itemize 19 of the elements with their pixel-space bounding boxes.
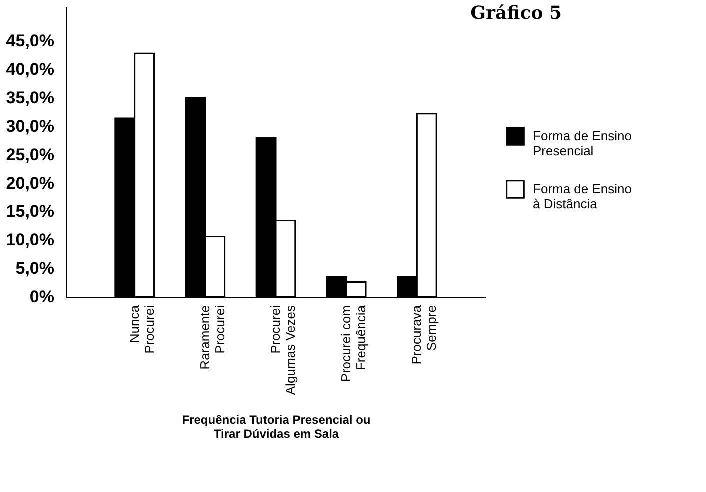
- x-axis-title: Frequência Tutoria Presencial ou Tirar Dúvidas em Sala: [182, 413, 371, 442]
- y-tick-label: 45,0%: [6, 32, 54, 51]
- chart-title: Gráfico 5: [470, 3, 562, 24]
- x-tick-label: Procurava Sempre: [409, 304, 440, 365]
- y-tick-label: 30,0%: [6, 116, 54, 136]
- y-tick-label: 5,0%: [16, 259, 54, 278]
- y-tick-label: 0%: [30, 288, 54, 306]
- legend-label: Forma de Ensino Presencial: [533, 128, 632, 158]
- y-tick-label: 40,0%: [6, 60, 54, 80]
- x-tick-label: Procurei Algumas Vezes: [268, 305, 298, 396]
- y-tick-label: 35,0%: [6, 88, 54, 108]
- y-tick-label: 10,0%: [6, 230, 54, 250]
- y-tick-label: 25,0%: [6, 145, 54, 164]
- legend-label: Forma de Ensino à Distância: [533, 182, 632, 212]
- y-tick-label: 15,0%: [6, 202, 54, 222]
- y-tick-label: 20,0%: [6, 174, 54, 193]
- x-tick-label: Raramente Procurei: [197, 305, 228, 370]
- x-tick-label: Nunca Procurei: [126, 304, 157, 354]
- x-tick-label: Procurei com Frequência: [338, 304, 369, 382]
